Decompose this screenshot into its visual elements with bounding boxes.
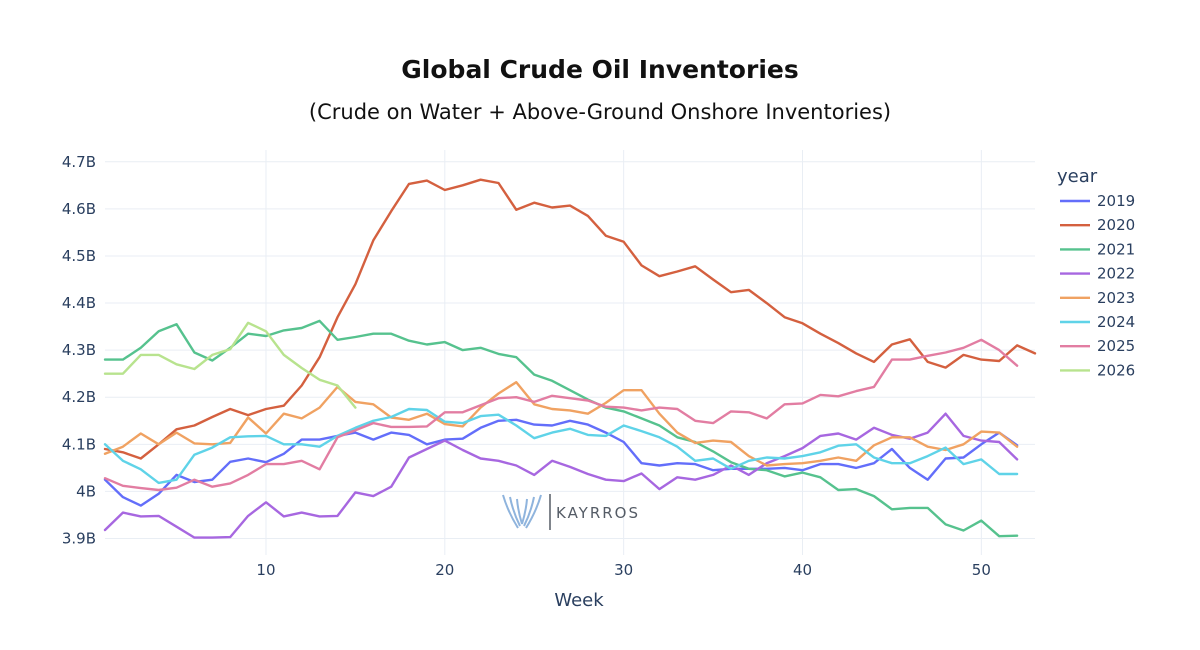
legend-item-2021[interactable]: 2021	[1060, 240, 1135, 258]
series-line-2024	[103, 407, 1019, 485]
series-line-2026	[103, 321, 357, 409]
legend-label: 2022	[1097, 265, 1135, 283]
legend-item-2026[interactable]: 2026	[1060, 361, 1135, 379]
watermark-text: KAYRROS	[556, 504, 640, 522]
y-tick-label: 4.7B	[62, 153, 96, 171]
kayrros-wings-icon	[502, 494, 542, 529]
axis-ticks: 3.9B 4B 4.1B 4.2B 4.3B 4.4B 4.5B 4.6B 4.7B 10 20 30…	[62, 153, 991, 579]
kayrros-logo: KAYRROS	[502, 494, 640, 530]
legend-item-2022[interactable]: 2022	[1060, 265, 1135, 283]
series-line-2019	[103, 418, 1019, 507]
x-tick-label: 40	[793, 561, 812, 579]
legend-label: 2019	[1097, 192, 1135, 210]
legend-label: 2020	[1097, 216, 1135, 234]
chart-title: Global Crude Oil Inventories	[401, 55, 799, 84]
x-tick-label: 30	[614, 561, 633, 579]
y-tick-label: 4.1B	[62, 435, 96, 453]
y-tick-label: 4.6B	[62, 200, 96, 218]
legend-title: year	[1057, 166, 1098, 187]
y-tick-label: 4.4B	[62, 294, 96, 312]
series-line-2023	[103, 381, 1019, 467]
series-line-2025	[103, 338, 1019, 492]
series-line-2022	[103, 412, 1019, 539]
legend-item-2024[interactable]: 2024	[1060, 313, 1135, 331]
y-tick-label: 4.5B	[62, 247, 96, 265]
legend-label: 2024	[1097, 313, 1135, 331]
legend-label: 2026	[1097, 361, 1135, 379]
legend-item-2020[interactable]: 2020	[1060, 216, 1135, 234]
chart-subtitle: (Crude on Water + Above-Ground Onshore I…	[308, 100, 892, 124]
x-tick-label: 20	[435, 561, 454, 579]
y-tick-label: 4B	[76, 482, 96, 500]
x-axis-title: Week	[554, 590, 604, 611]
legend-item-2025[interactable]: 2025	[1060, 337, 1135, 355]
x-tick-label: 10	[256, 561, 275, 579]
legend-item-2023[interactable]: 2023	[1060, 289, 1135, 307]
legend-item-2019[interactable]: 2019	[1060, 192, 1135, 210]
x-tick-label: 50	[972, 561, 991, 579]
y-tick-label: 3.9B	[62, 530, 96, 548]
grid	[105, 150, 1035, 555]
legend-label: 2023	[1097, 289, 1135, 307]
series-lines	[103, 178, 1037, 539]
legend-label: 2025	[1097, 337, 1135, 355]
y-tick-label: 4.2B	[62, 388, 96, 406]
series-line-2021	[103, 319, 1019, 538]
series-line-2020	[103, 178, 1037, 460]
legend-label: 2021	[1097, 240, 1135, 258]
legend: year 2019 2020 2021 2022 2023 2024 2025 2026	[1057, 166, 1135, 379]
y-tick-label: 4.3B	[62, 341, 96, 359]
